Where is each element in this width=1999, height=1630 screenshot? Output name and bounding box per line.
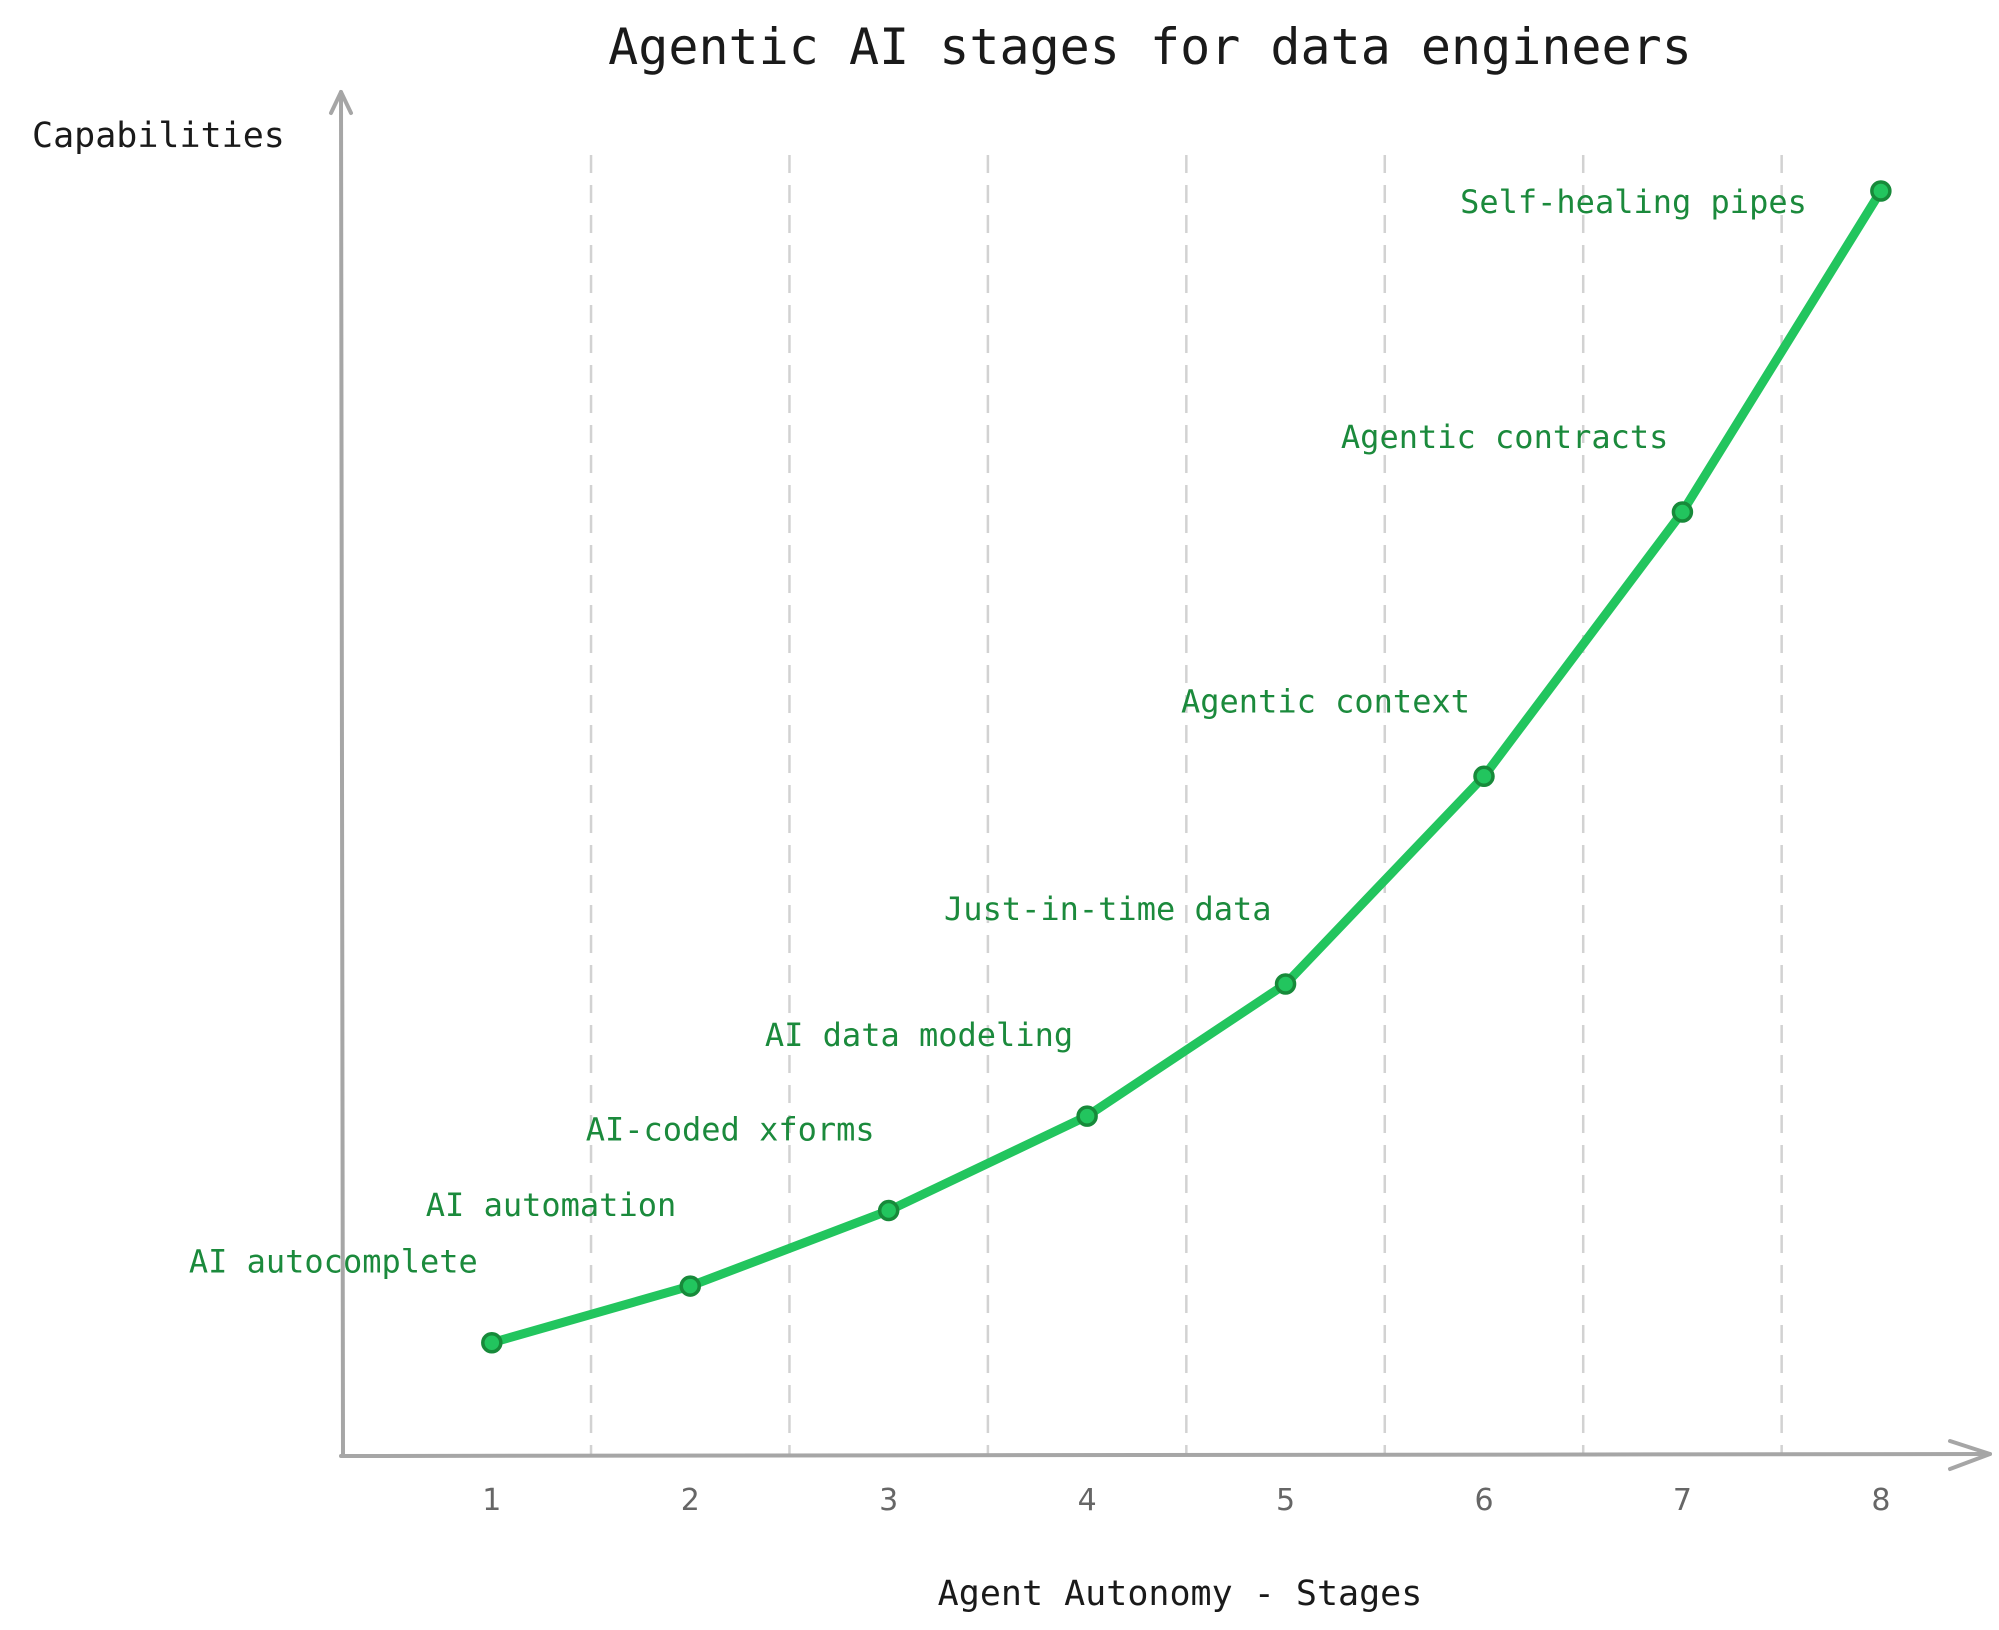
point-label: Self-healing pipes xyxy=(1460,183,1807,221)
point-label: Just-in-time data xyxy=(944,890,1272,928)
point-label: AI automation xyxy=(426,1186,676,1224)
x-tick-label: 6 xyxy=(1474,1483,1493,1518)
point-label: Agentic context xyxy=(1181,682,1470,720)
data-point xyxy=(481,1331,503,1354)
point-label: AI-coded xforms xyxy=(586,1111,875,1149)
data-point xyxy=(1671,501,1694,523)
data-point xyxy=(1870,180,1892,202)
x-tick-label: 5 xyxy=(1276,1483,1295,1518)
x-tick-label: 4 xyxy=(1078,1483,1097,1518)
grid-lines xyxy=(589,155,1783,1454)
series-line xyxy=(487,186,1886,1348)
data-point xyxy=(877,1199,900,1222)
x-tick-label: 8 xyxy=(1871,1483,1890,1518)
x-axis-arrowhead xyxy=(1948,1439,1992,1471)
point-label: AI autocomplete xyxy=(189,1243,478,1281)
x-tick-label: 2 xyxy=(681,1483,700,1518)
data-point xyxy=(679,1275,701,1297)
point-label: AI data modeling xyxy=(765,1016,1073,1054)
x-axis xyxy=(339,1452,1992,1458)
x-tick-label: 3 xyxy=(879,1483,898,1518)
point-label: Agentic contracts xyxy=(1341,418,1669,456)
data-points xyxy=(481,180,1892,1354)
y-axis-label: Capabilities xyxy=(32,116,285,156)
x-tick-labels: 1 2 3 4 5 6 7 8 xyxy=(482,1483,1890,1518)
point-labels: AI autocomplete AI automation AI-coded xfo… xyxy=(189,183,1807,1281)
data-point xyxy=(1076,1105,1098,1127)
y-axis-arrowhead xyxy=(329,90,353,115)
data-point xyxy=(1473,765,1495,788)
y-axis xyxy=(339,90,345,1458)
chart-title: Agentic AI stages for data engineers xyxy=(608,18,1692,76)
x-tick-label: 1 xyxy=(482,1483,501,1518)
data-point xyxy=(1274,973,1297,995)
x-axis-label: Agent Autonomy - Stages xyxy=(938,1574,1423,1614)
x-tick-label: 7 xyxy=(1673,1483,1692,1518)
